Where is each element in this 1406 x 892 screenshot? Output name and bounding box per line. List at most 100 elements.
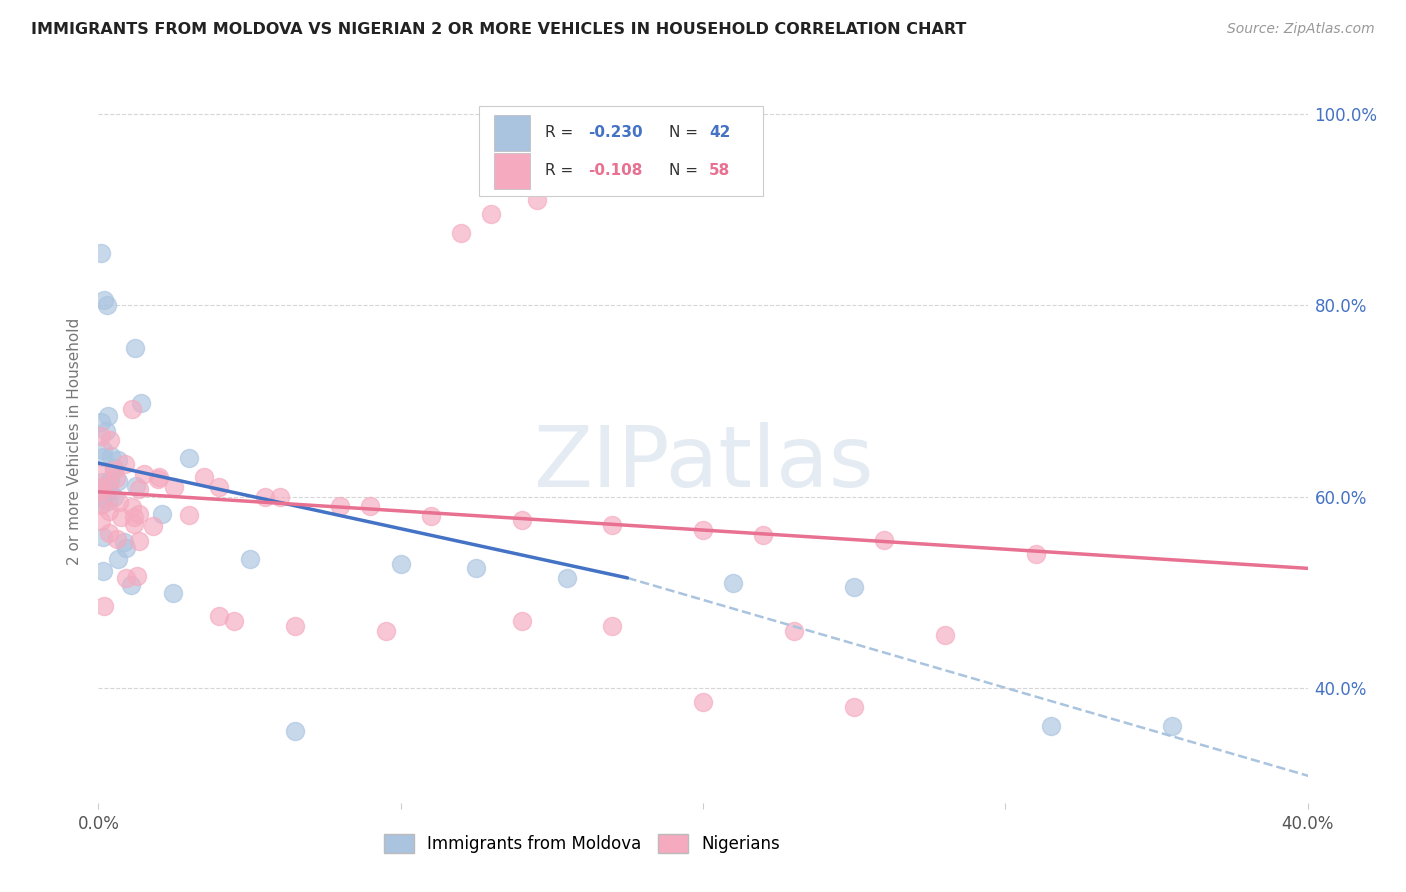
- Point: [269, 490, 291, 504]
- Point: [873, 533, 896, 547]
- Point: [124, 341, 146, 355]
- Point: [90, 514, 112, 528]
- Point: [692, 695, 714, 709]
- Text: 42: 42: [709, 125, 731, 140]
- FancyBboxPatch shape: [479, 105, 763, 196]
- Point: [125, 478, 148, 492]
- Point: [162, 586, 184, 600]
- Point: [465, 561, 488, 575]
- Point: [1024, 547, 1046, 561]
- Point: [208, 480, 231, 494]
- Point: [97, 525, 120, 540]
- Point: [115, 541, 138, 556]
- Point: [526, 193, 548, 207]
- Text: R =: R =: [544, 163, 578, 178]
- Point: [163, 480, 186, 494]
- Point: [94, 487, 117, 501]
- Point: [110, 510, 132, 524]
- Legend: Immigrants from Moldova, Nigerians: Immigrants from Moldova, Nigerians: [377, 827, 787, 860]
- Point: [98, 480, 121, 494]
- Text: IMMIGRANTS FROM MOLDOVA VS NIGERIAN 2 OR MORE VEHICLES IN HOUSEHOLD CORRELATION : IMMIGRANTS FROM MOLDOVA VS NIGERIAN 2 OR…: [31, 22, 966, 37]
- Point: [389, 557, 412, 571]
- Point: [127, 568, 149, 582]
- Point: [148, 470, 170, 484]
- Point: [90, 480, 112, 494]
- Point: [141, 518, 163, 533]
- Point: [93, 599, 115, 614]
- FancyBboxPatch shape: [494, 153, 530, 189]
- Text: ZIPatlas: ZIPatlas: [533, 422, 873, 505]
- Point: [103, 462, 125, 476]
- Point: [90, 416, 112, 430]
- Point: [208, 609, 231, 624]
- Point: [120, 578, 142, 592]
- Point: [121, 500, 143, 515]
- Point: [179, 451, 201, 466]
- Point: [420, 508, 443, 523]
- Point: [602, 619, 624, 633]
- Point: [555, 571, 578, 585]
- Point: [284, 619, 307, 633]
- Point: [107, 551, 129, 566]
- Point: [91, 450, 114, 464]
- Point: [723, 575, 745, 590]
- Point: [692, 523, 714, 537]
- Point: [193, 470, 215, 484]
- Point: [128, 533, 150, 548]
- Point: [96, 298, 118, 312]
- Point: [94, 424, 117, 438]
- Point: [90, 429, 112, 443]
- Point: [844, 581, 866, 595]
- Text: N =: N =: [669, 125, 703, 140]
- Point: [114, 534, 136, 549]
- Point: [284, 724, 307, 739]
- Point: [90, 466, 112, 480]
- Point: [103, 461, 125, 475]
- Point: [90, 245, 112, 260]
- Point: [121, 402, 143, 417]
- Point: [105, 532, 128, 546]
- Point: [450, 227, 472, 241]
- Point: [122, 516, 145, 531]
- Point: [100, 433, 122, 447]
- Point: [91, 475, 114, 489]
- Text: Source: ZipAtlas.com: Source: ZipAtlas.com: [1227, 22, 1375, 37]
- Point: [752, 528, 775, 542]
- Point: [98, 504, 121, 518]
- Point: [150, 507, 173, 521]
- Point: [134, 467, 156, 482]
- Point: [374, 624, 396, 638]
- Text: 58: 58: [709, 163, 730, 178]
- Point: [1160, 719, 1182, 733]
- Point: [100, 450, 122, 464]
- Point: [115, 570, 138, 584]
- Point: [128, 482, 150, 496]
- Point: [510, 514, 533, 528]
- Text: R =: R =: [544, 125, 578, 140]
- Point: [129, 396, 152, 410]
- Point: [104, 471, 127, 485]
- Point: [602, 518, 624, 533]
- Point: [93, 293, 115, 308]
- Point: [91, 443, 114, 458]
- Point: [94, 478, 117, 492]
- Point: [1039, 719, 1062, 733]
- Point: [253, 490, 276, 504]
- Y-axis label: 2 or more Vehicles in Household: 2 or more Vehicles in Household: [67, 318, 83, 566]
- Point: [128, 507, 150, 521]
- Point: [107, 495, 129, 509]
- Point: [90, 498, 112, 512]
- FancyBboxPatch shape: [494, 114, 530, 151]
- Point: [90, 484, 112, 499]
- Point: [844, 700, 866, 714]
- Point: [107, 453, 129, 467]
- Point: [122, 509, 145, 524]
- Point: [97, 409, 120, 423]
- Point: [329, 499, 352, 513]
- Point: [103, 490, 125, 504]
- Text: -0.108: -0.108: [588, 163, 643, 178]
- Point: [481, 207, 503, 221]
- Point: [91, 530, 114, 544]
- Point: [239, 551, 262, 566]
- Point: [783, 624, 806, 638]
